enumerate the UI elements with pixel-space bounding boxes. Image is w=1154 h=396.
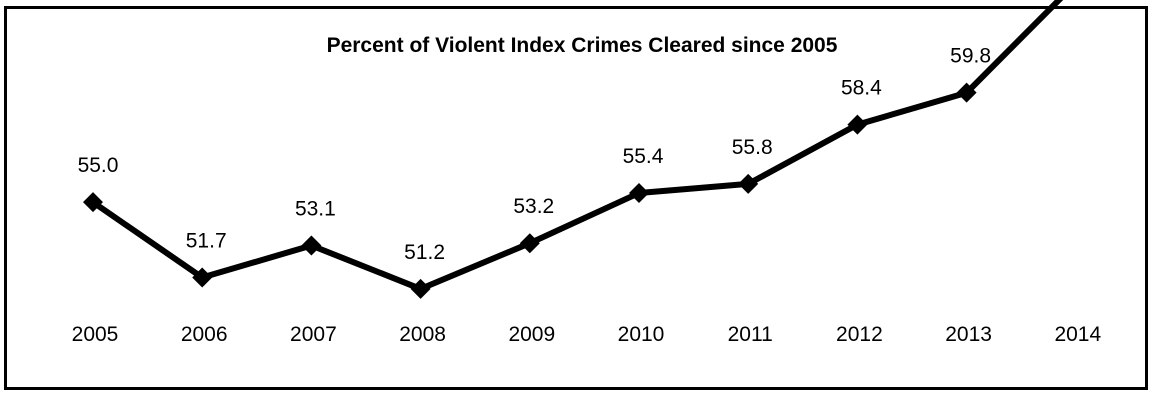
- marker-layer: [83, 82, 977, 299]
- data-label-2008: 51.2: [404, 241, 445, 264]
- series-layer: [90, 0, 1064, 292]
- x-tick-label-2010: 2010: [618, 323, 665, 346]
- data-label-2005: 55.0: [78, 154, 119, 177]
- data-label-2007: 53.1: [295, 198, 336, 221]
- data-point-2012: [847, 114, 868, 135]
- chart-title: Percent of Violent Index Crimes Cleared …: [327, 34, 838, 57]
- data-point-2009: [519, 233, 540, 254]
- x-axis-tick-labels: 2005 2006 2007 2008 2009 2010 2011 2012 2013 2014: [72, 323, 1102, 346]
- data-point-2006: [192, 267, 213, 288]
- data-point-2013: [956, 82, 977, 103]
- series-line: [90, 0, 1064, 292]
- data-label-2012: 58.4: [841, 77, 882, 100]
- x-tick-label-2007: 2007: [290, 323, 337, 346]
- data-point-2007: [301, 235, 322, 256]
- data-label-2013: 59.8: [950, 45, 991, 68]
- x-tick-label-2014: 2014: [1054, 323, 1101, 346]
- x-tick-label-2011: 2011: [728, 323, 773, 346]
- chart-frame: [4, 6, 1148, 390]
- data-label-layer: 55.051.753.151.253.255.455.858.459.864.6: [78, 45, 991, 264]
- data-point-2010: [629, 183, 649, 204]
- x-tick-label-2008: 2008: [399, 323, 446, 346]
- data-point-2008: [410, 278, 431, 299]
- x-tick-label-2006: 2006: [181, 323, 228, 346]
- x-tick-label-2013: 2013: [945, 323, 992, 346]
- data-label-2010: 55.4: [623, 145, 664, 168]
- x-tick-label-2009: 2009: [508, 323, 555, 346]
- data-point-2011: [738, 173, 759, 194]
- x-tick-label-2005: 2005: [72, 323, 119, 346]
- data-label-2009: 53.2: [513, 195, 554, 218]
- data-label-2006: 51.7: [186, 229, 227, 252]
- data-point-2005: [83, 192, 103, 213]
- data-label-2011: 55.8: [732, 136, 773, 159]
- x-tick-label-2012: 2012: [836, 323, 883, 346]
